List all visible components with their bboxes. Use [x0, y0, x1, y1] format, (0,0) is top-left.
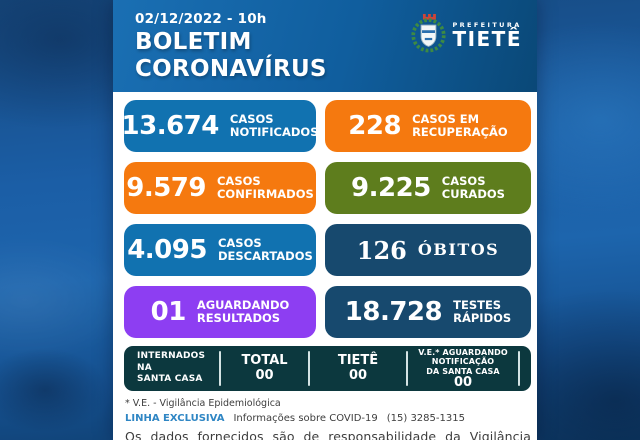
disclaimer-text: Os dados fornecidos são de responsabilid…	[125, 428, 531, 440]
stat-value: 18.728	[344, 297, 443, 327]
stats-grid: 13.674 CASOS NOTIFICADOS 228 CASOS EM RECU…	[113, 92, 537, 338]
ve-pending-value: 00	[453, 375, 473, 391]
title-line-1: BOLETIM	[135, 29, 252, 55]
stat-value: 228	[348, 111, 402, 141]
stat-card-casos-confirmados: 9.579 CASOS CONFIRMADOS	[124, 162, 316, 214]
logo-wordmark: PREFEITURA TIETÊ	[452, 21, 522, 49]
hotline-info: Informações sobre COVID-19	[233, 412, 378, 424]
ve-footnote: * V.E. - Vigilância Epidemiológica	[125, 398, 281, 409]
stat-label: CASOS EM RECUPERAÇÃO	[412, 112, 508, 139]
stat-card-obitos: 126 ÓBITOS	[325, 224, 531, 276]
report-datetime: 02/12/2022 - 10h	[135, 11, 267, 27]
title-line-2: CORONAVÍRUS	[135, 56, 327, 82]
stat-card-casos-descartados: 4.095 CASOS DESCARTADOS	[124, 224, 316, 276]
stat-value: 4.095	[127, 235, 207, 265]
tiete-value: 00	[348, 368, 368, 383]
stat-value: 01	[150, 297, 187, 327]
stat-card-casos-notificados: 13.674 CASOS NOTIFICADOS	[121, 100, 319, 152]
hospitalized-ve-pending: V.E.* AGUARDANDO NOTIFICAÇÃO DA SANTA CA…	[418, 347, 508, 391]
bar-divider	[308, 351, 310, 386]
logo-city-name: TIETÊ	[452, 27, 522, 51]
bar-divider	[518, 351, 520, 386]
page-title: BOLETIM CORONAVÍRUS	[135, 29, 523, 83]
stat-label: CASOS CONFIRMADOS	[216, 174, 314, 201]
stat-value: 126	[356, 235, 407, 265]
stat-card-testes-rapidos: 18.728 TESTES RÁPIDOS	[325, 286, 531, 338]
stat-label: AGUARDANDO RESULTADOS	[196, 298, 290, 325]
stat-label: CASOS NOTIFICADOS	[229, 112, 319, 139]
hospitalized-total: TOTAL 00	[241, 353, 288, 384]
stat-label: CASOS CURADOS	[441, 174, 505, 201]
stat-card-casos-em-recuperacao: 228 CASOS EM RECUPERAÇÃO	[325, 100, 531, 152]
hospitalized-bar: INTERNADOS NA SANTA CASA TOTAL 00 TIETÊ …	[124, 346, 531, 391]
bar-tail	[520, 346, 531, 391]
stat-label: CASOS DESCARTADOS	[217, 236, 313, 263]
stat-card-casos-curados: 9.225 CASOS CURADOS	[325, 162, 531, 214]
logo-prefeitura-label: PREFEITURA	[452, 21, 522, 29]
stat-value: 13.674	[121, 111, 220, 141]
stat-card-aguardando-resultados: 01 AGUARDANDO RESULTADOS	[124, 286, 316, 338]
bar-divider	[219, 351, 221, 386]
prefeitura-tiete-logo: PREFEITURA TIETÊ	[410, 13, 522, 57]
total-value: 00	[255, 368, 274, 383]
hotline-label: LINHA EXCLUSIVA	[125, 412, 225, 424]
footer: * V.E. - Vigilância Epidemiológica LINHA…	[113, 391, 537, 440]
hospitalized-caption: INTERNADOS NA SANTA CASA	[137, 351, 206, 385]
header-banner: 02/12/2022 - 10h BOLETIM CORONAVÍRUS PR	[113, 0, 537, 92]
hospitalized-tiete: TIETÊ 00	[337, 353, 379, 384]
bulletin-card: 02/12/2022 - 10h BOLETIM CORONAVÍRUS PR	[113, 0, 537, 440]
stat-value: 9.225	[351, 173, 431, 203]
hotline-phone: (15) 3285-1315	[386, 412, 465, 424]
stat-label: ÓBITOS	[417, 240, 500, 259]
hotline-row: LINHA EXCLUSIVA Informações sobre COVID-…	[125, 413, 531, 424]
stat-label: TESTES RÁPIDOS	[453, 298, 512, 325]
stat-value: 9.579	[126, 173, 206, 203]
city-crest-icon	[410, 13, 447, 57]
bar-divider	[406, 351, 408, 386]
